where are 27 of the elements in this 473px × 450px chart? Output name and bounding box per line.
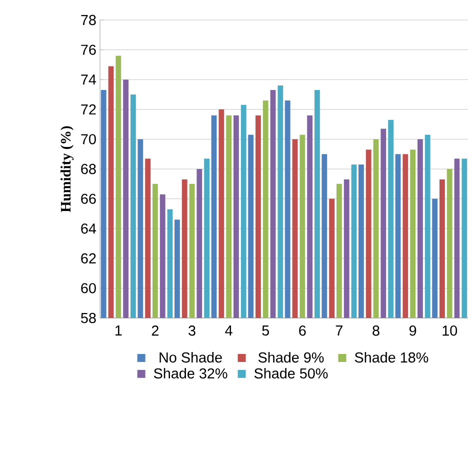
legend-label: Shade 9% [258,352,324,363]
legend-label: Shade 32% [154,368,228,379]
x-tick-label: 6 [299,326,306,336]
y-tick-label: 64 [81,224,96,234]
y-tick-label: 58 [81,312,96,324]
x-tick-label: 1 [115,326,122,336]
y-tick-label: 62 [81,253,96,264]
y-tick-label: 70 [81,134,96,144]
x-tick-label: 5 [262,326,269,336]
y-tick-label: 76 [81,44,96,55]
y-tick-label: 60 [81,283,96,294]
x-tick-label: 10 [442,326,458,336]
y-tick-label: 68 [81,164,96,174]
x-tick-label: 2 [152,326,158,336]
x-tick-label: 4 [225,326,232,336]
x-tick-label: 3 [188,326,196,336]
x-tick-label: 8 [372,326,380,336]
x-tick-label: 7 [336,326,342,336]
x-tick-label: 9 [409,326,416,336]
legend-label: No Shade [160,352,222,363]
y-tick-label: 74 [81,74,96,85]
legend-label: Shade 18% [354,352,428,363]
y-tick-label: 78 [81,14,96,26]
y-axis-title: Humidity (%) [60,126,74,212]
y-tick-label: 72 [81,104,96,114]
legend-label: Shade 50% [254,368,328,379]
y-tick-label: 66 [81,194,96,204]
